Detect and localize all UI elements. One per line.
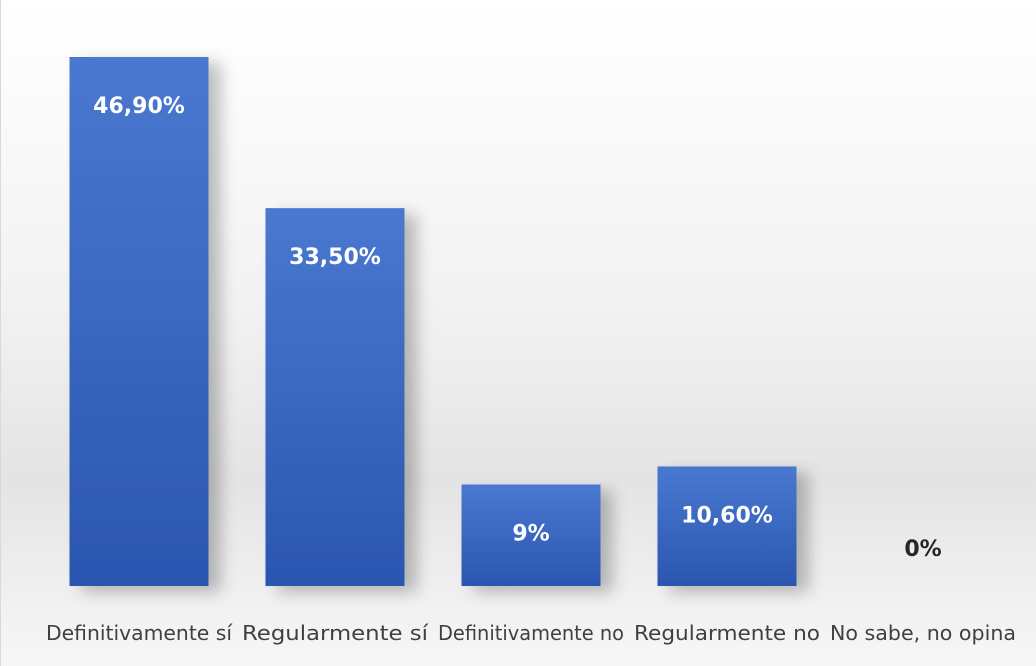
category-labels-layer: Definitivamente sí Regularmente sí Definit… bbox=[46, 621, 1016, 645]
bar-4 bbox=[657, 466, 797, 586]
bar-3 bbox=[461, 484, 601, 586]
data-label-5: 0% bbox=[904, 537, 941, 562]
category-label-2: Regularmente sí bbox=[242, 621, 430, 645]
data-label-2: 33,50% bbox=[289, 245, 381, 270]
bar-1 bbox=[69, 57, 209, 586]
category-label-4: Regularmente no bbox=[634, 621, 820, 645]
data-label-4: 10,60% bbox=[681, 503, 773, 528]
data-label-1: 46,90% bbox=[93, 94, 185, 119]
category-label-1: Definitivamente sí bbox=[46, 621, 233, 645]
data-label-3: 9% bbox=[512, 521, 549, 546]
data-labels-layer: 46,90% 33,50% 9% 10,60% 0% bbox=[93, 94, 942, 562]
category-label-3: Definitivamente no bbox=[438, 621, 624, 645]
category-label-5: No sabe, no opina bbox=[830, 621, 1016, 645]
bars-layer bbox=[69, 57, 797, 586]
bar-2 bbox=[265, 208, 405, 586]
